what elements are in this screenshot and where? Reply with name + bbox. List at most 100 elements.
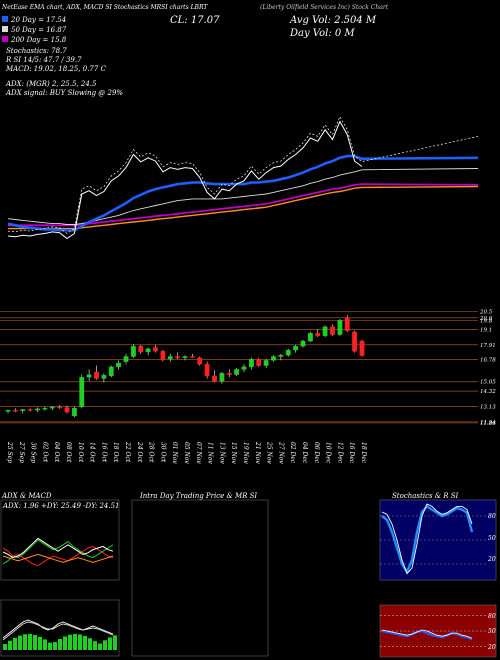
macd-bar	[88, 638, 92, 650]
date-tick-label: 18 Oct	[112, 442, 119, 463]
candle-body	[175, 356, 181, 358]
chart-topline: NetEase EMA chart, ADX, MACD SI Stochast…	[2, 4, 208, 11]
price-level-label: 20.5	[479, 309, 493, 315]
candle-body	[57, 406, 63, 409]
macd-bar	[18, 635, 22, 650]
stoch-panel-title: Stochastics & R SI	[392, 492, 459, 500]
candle-body	[35, 408, 40, 411]
date-tick-label: 08 Oct	[65, 442, 72, 463]
price-level-label: 11.94	[480, 420, 496, 426]
macd-bar	[108, 637, 112, 650]
adx-lines	[2, 537, 114, 567]
minus-di-line	[2, 545, 114, 567]
candle-body	[271, 356, 276, 361]
candle-body	[248, 358, 254, 368]
date-tick-label: 11 Nov	[207, 442, 214, 464]
rsi-tick-50: 50	[488, 628, 496, 635]
candle-body	[337, 320, 343, 335]
candle-body	[42, 408, 48, 410]
candle-body	[130, 346, 136, 357]
close-dotted-line	[7, 115, 479, 234]
stoch-tick-50: 50	[488, 535, 496, 542]
rsi-lines	[380, 615, 486, 647]
candle-body	[86, 374, 92, 378]
rsi-label: R SI 14/5: 47.7 / 39.7	[6, 56, 82, 64]
date-tick-label: 14 Oct	[89, 442, 96, 463]
stoch-tick-20: 20	[488, 556, 496, 563]
ema200-line	[8, 185, 479, 230]
stoch-k-line	[381, 504, 474, 575]
date-tick-label: 15 Nov	[230, 442, 237, 464]
macd-bar	[38, 636, 42, 650]
date-tick-label: 22 Oct	[124, 441, 131, 463]
ema20-line	[7, 154, 479, 232]
macd-signal-line	[2, 621, 114, 641]
date-tick-label: 28 Oct	[148, 441, 155, 463]
macd-bar	[103, 640, 107, 650]
price-level-label: 17.91	[480, 343, 496, 349]
macd-bar	[13, 637, 17, 650]
date-tick-label: 07 Nov	[195, 442, 202, 464]
price-grid	[0, 310, 478, 424]
date-axis: 25 Sep 27 Sep 30 Sep 02 Oct 04 Oct 08 Oct 10 O…	[6, 441, 367, 464]
candle-body	[263, 360, 269, 366]
date-tick-label: 24 Oct	[136, 441, 143, 463]
rsi-signal-line	[381, 629, 473, 639]
long-ma-line	[8, 183, 479, 227]
candle-body	[241, 366, 247, 370]
candle-body	[293, 346, 299, 351]
date-tick-label: 02 Oct	[41, 442, 48, 463]
date-tick-label: 05 Nov	[183, 442, 190, 464]
macd-bar	[53, 642, 57, 650]
candle-body	[189, 356, 195, 358]
date-tick-label: 18 Dec	[360, 442, 367, 464]
date-tick-label: 21 Nov	[254, 441, 261, 464]
rsi-panel-frame	[379, 604, 497, 658]
candle-body	[12, 409, 18, 412]
date-tick-label: 30 Sep	[30, 442, 37, 463]
date-tick-label: 10 Dec	[325, 442, 332, 464]
candle-body	[278, 355, 284, 357]
rsi-line	[381, 629, 473, 641]
candle-body	[315, 333, 321, 336]
date-tick-label: 13 Nov	[218, 442, 225, 464]
macd-bar	[28, 634, 32, 650]
candle-body	[27, 409, 33, 411]
adx-panel-frame	[0, 499, 120, 581]
ema50-line	[7, 168, 479, 225]
macd-bar	[8, 640, 12, 650]
stoch-panel-frame	[379, 499, 497, 581]
plus-di-line	[2, 539, 114, 565]
date-tick-label: 06 Dec	[313, 442, 320, 464]
ema200-label: 200 Day = 15.8	[2, 36, 66, 44]
price-level-label: 15.05	[480, 380, 496, 386]
date-tick-label: 10 Oct	[77, 442, 84, 463]
macd-bar	[3, 644, 7, 650]
price-level-label: 16.78	[480, 357, 496, 363]
adx-label: ADX: (MGR) 2, 25.5, 24.5	[6, 80, 97, 88]
price-level-label: 19.8	[480, 318, 493, 324]
candle-body	[204, 364, 210, 377]
candle-body	[123, 356, 129, 362]
date-tick-label: 25 Sep	[6, 441, 13, 463]
ema50-label: 50 Day = 16.87	[2, 26, 66, 34]
candle-body	[219, 373, 225, 382]
adx-panel-title: ADX & MACD	[2, 492, 52, 500]
stoch-tick-80: 80	[488, 513, 496, 520]
avg-volume-label: Avg Vol: 2.504 M	[290, 15, 377, 26]
candle-body	[20, 409, 26, 411]
date-tick-label: 16 Oct	[100, 442, 107, 463]
macd-histogram	[2, 619, 117, 650]
moving-averages-upper	[7, 115, 479, 240]
close-price-line	[7, 120, 363, 240]
candle-body	[182, 356, 188, 358]
candle-body	[116, 362, 122, 368]
date-tick-label: 12 Dec	[336, 442, 343, 464]
macd-label: MACD: 19.02, 18.25, 0.77 C	[6, 65, 106, 73]
price-level-label: 20.0	[479, 316, 493, 322]
macd-bar	[83, 635, 87, 650]
intraday-panel-frame	[131, 499, 269, 657]
candle-body	[101, 375, 107, 379]
adx-values-label: ADX: 1.96 +DY: 25.49 -DY: 24.51	[3, 502, 120, 510]
date-tick-label: 04 Dec	[301, 442, 308, 464]
